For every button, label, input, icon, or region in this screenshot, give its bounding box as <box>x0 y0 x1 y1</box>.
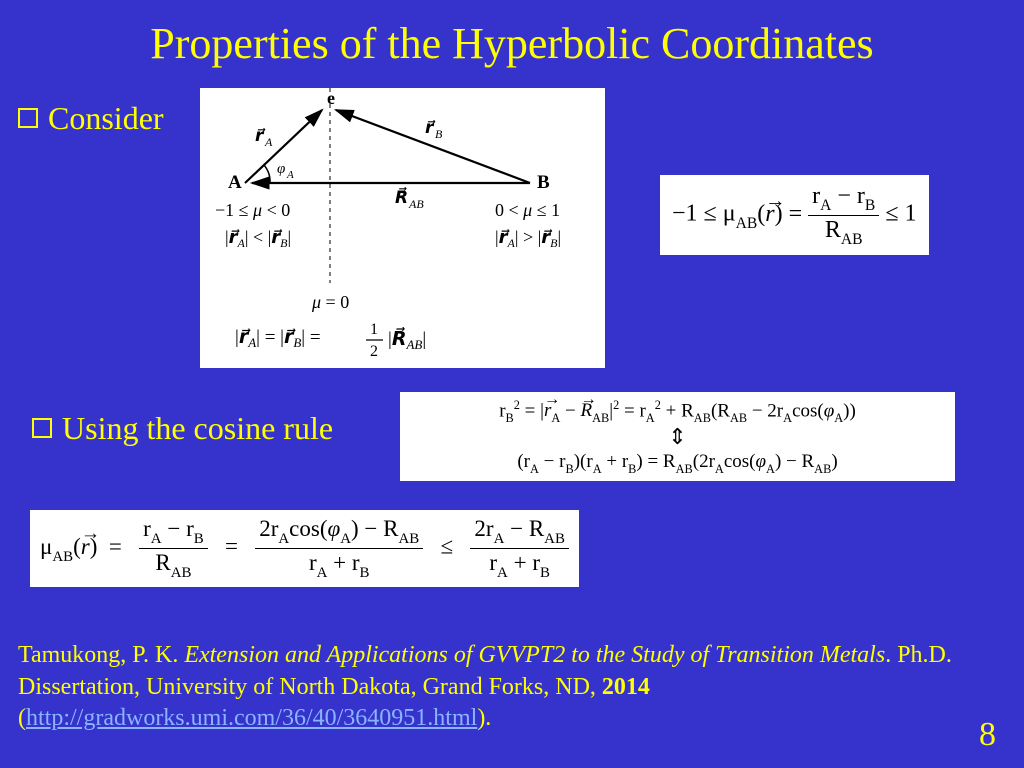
page-number: 8 <box>979 716 996 754</box>
citation-title: Extension and Applications of GVVPT2 to … <box>184 642 885 668</box>
svg-text:|R⃗AB|: |R⃗AB| <box>388 327 426 352</box>
svg-text:|r⃗A| > |r⃗B|: |r⃗A| > |r⃗B| <box>495 227 561 250</box>
equation-cosine-rule: rB2 = |rA − RAB|2 = rA2 + RAB(RAB − 2rAc… <box>400 392 955 481</box>
svg-text:0 < μ ≤ 1: 0 < μ ≤ 1 <box>495 200 560 220</box>
bullet-cosine-rule: Using the cosine rule <box>14 410 333 447</box>
svg-text:A: A <box>264 135 273 149</box>
svg-text:|r⃗A| = |r⃗B| =: |r⃗A| = |r⃗B| = <box>235 327 321 350</box>
slide-title: Properties of the Hyperbolic Coordinates <box>0 0 1024 69</box>
svg-text:B: B <box>435 127 443 141</box>
bullet-text: Consider <box>48 100 164 137</box>
svg-text:B: B <box>537 172 550 193</box>
citation-author: Tamukong, P. K. <box>18 642 184 668</box>
equation-mu-range: −1 ≤ μAB(r) = rA − rB RAB ≤ 1 <box>660 175 929 255</box>
svg-text:R⃗: R⃗ <box>395 187 408 207</box>
bullet-icon <box>18 108 38 128</box>
citation-rest2: ( <box>18 705 26 731</box>
triangle-diagram: e A B r⃗ A r⃗ B R⃗ AB φ A −1 ≤ μ < 0 |r⃗… <box>200 88 605 368</box>
svg-text:φ: φ <box>277 161 285 177</box>
citation-rest3: ). <box>477 705 491 731</box>
svg-text:A: A <box>228 172 242 193</box>
citation-link[interactable]: http://gradworks.umi.com/36/40/3640951.h… <box>26 705 477 731</box>
citation-year: 2014 <box>602 674 650 700</box>
bullet-consider: Consider <box>0 100 164 137</box>
bullet-text: Using the cosine rule <box>62 410 333 447</box>
bullet-icon <box>32 418 52 438</box>
svg-text:|r⃗A| < |r⃗B|: |r⃗A| < |r⃗B| <box>225 227 291 250</box>
svg-text:1: 1 <box>370 321 378 338</box>
svg-text:e: e <box>327 88 335 108</box>
svg-text:−1 ≤ μ < 0: −1 ≤ μ < 0 <box>215 200 290 220</box>
svg-text:A: A <box>286 169 294 181</box>
svg-text:2: 2 <box>370 343 378 360</box>
equation-mu-final: μAB(r) = rA − rB RAB = 2rAcos(φA) − RAB … <box>30 510 579 587</box>
citation: Tamukong, P. K. Extension and Applicatio… <box>18 640 964 734</box>
svg-text:μ = 0: μ = 0 <box>311 292 349 312</box>
svg-text:AB: AB <box>408 197 424 211</box>
